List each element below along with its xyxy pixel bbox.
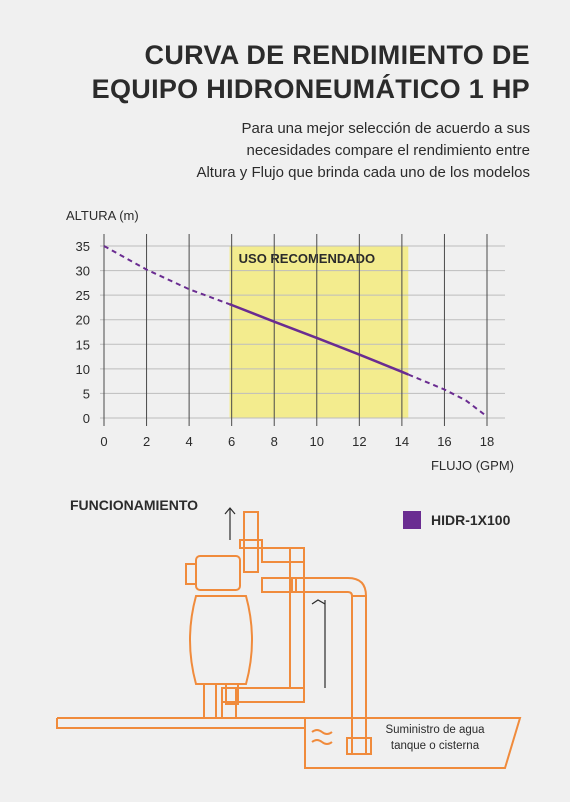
title-line-2: EQUIPO HIDRONEUMÁTICO 1 HP xyxy=(91,74,530,104)
x-axis-label: FLUJO (GPM) xyxy=(430,458,514,473)
x-tick-label: 12 xyxy=(352,434,366,449)
y-tick-label: 20 xyxy=(76,313,90,328)
x-tick-label: 0 xyxy=(100,434,107,449)
ground-line xyxy=(56,717,306,729)
subtitle-line-2: necesidades compare el rendimiento entre xyxy=(246,142,531,159)
y-tick-label: 15 xyxy=(76,337,90,352)
title-line-1: CURVA DE RENDIMIENTO DE xyxy=(144,40,530,70)
pressure-tank xyxy=(189,595,253,685)
legend-label: HIDR-1X100 xyxy=(431,512,511,528)
feed-pipe xyxy=(261,577,297,593)
x-tick-label: 18 xyxy=(480,434,494,449)
y-tick-label: 35 xyxy=(76,239,90,254)
subtitle-line-1: Para una mejor selección de acuerdo a su… xyxy=(241,120,530,137)
y-tick-label: 5 xyxy=(83,386,90,401)
y-tick-label: 0 xyxy=(83,411,90,426)
y-tick-label: 30 xyxy=(76,264,90,279)
diagram-heading: FUNCIONAMIENTO xyxy=(70,497,199,513)
recommended-zone xyxy=(229,246,409,418)
x-tick-label: 8 xyxy=(271,434,278,449)
performance-chart: USO RECOMENDADO 0 5 10 15 20 25 30 35 0 2 4 6 8 10 12 14… xyxy=(76,234,505,449)
supply-caption: Suministro de agua tanque o cisterna xyxy=(380,722,490,754)
x-tick-label: 4 xyxy=(185,434,192,449)
page-title: CURVA DE RENDIMIENTO DE EQUIPO HIDRONEUM… xyxy=(92,38,530,106)
suction-pipe xyxy=(351,595,367,755)
series-line-dashed xyxy=(407,373,488,418)
x-tick-label: 14 xyxy=(395,434,409,449)
series-line-solid xyxy=(229,303,409,376)
page-subtitle: Para una mejor selección de acuerdo a su… xyxy=(196,118,530,184)
pump-motor xyxy=(195,555,241,591)
x-tick-label: 2 xyxy=(143,434,150,449)
discharge-pipe xyxy=(243,511,259,573)
y-tick-label: 10 xyxy=(76,362,90,377)
subtitle-line-3: Altura y Flujo que brinda cada uno de lo… xyxy=(196,164,530,181)
legend: HIDR-1X100 xyxy=(403,511,510,529)
x-tick-label: 6 xyxy=(228,434,235,449)
x-tick-label: 10 xyxy=(310,434,324,449)
legend-swatch xyxy=(403,511,421,529)
cistern-outline xyxy=(304,717,522,769)
series-line-dashed xyxy=(103,245,230,306)
supply-line-1: Suministro de agua xyxy=(385,724,485,736)
y-tick-label: 25 xyxy=(76,288,90,303)
recommended-zone-label: USO RECOMENDADO xyxy=(239,251,376,266)
y-axis-label: ALTURA (m) xyxy=(66,208,139,223)
x-tick-label: 16 xyxy=(437,434,451,449)
pipe-elbow xyxy=(291,577,368,597)
supply-line-2: tanque o cisterna xyxy=(390,740,480,752)
